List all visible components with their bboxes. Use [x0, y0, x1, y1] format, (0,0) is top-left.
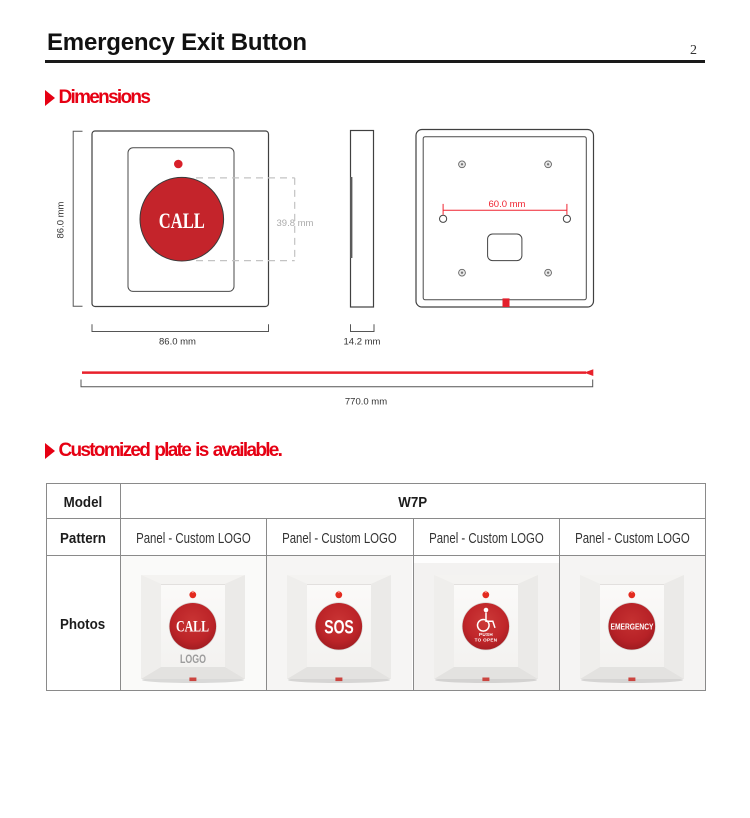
svg-text:86.0 mm: 86.0 mm: [159, 337, 196, 348]
svg-text:CALL: CALL: [159, 208, 205, 233]
svg-text:SOS: SOS: [325, 618, 355, 639]
svg-text:86.0 mm: 86.0 mm: [56, 201, 67, 238]
svg-text:39.8 mm: 39.8 mm: [277, 218, 314, 229]
svg-text:LOGO: LOGO: [180, 654, 206, 666]
svg-text:14.2 mm: 14.2 mm: [344, 337, 381, 348]
svg-text:TO OPEN: TO OPEN: [474, 638, 497, 643]
svg-text:CALL: CALL: [176, 619, 209, 636]
svg-text:770.0 mm: 770.0 mm: [345, 397, 387, 408]
svg-text:EMERGENCY: EMERGENCY: [611, 622, 654, 632]
svg-text:PUSH: PUSH: [479, 632, 493, 637]
svg-text:60.0 mm: 60.0 mm: [489, 199, 526, 210]
